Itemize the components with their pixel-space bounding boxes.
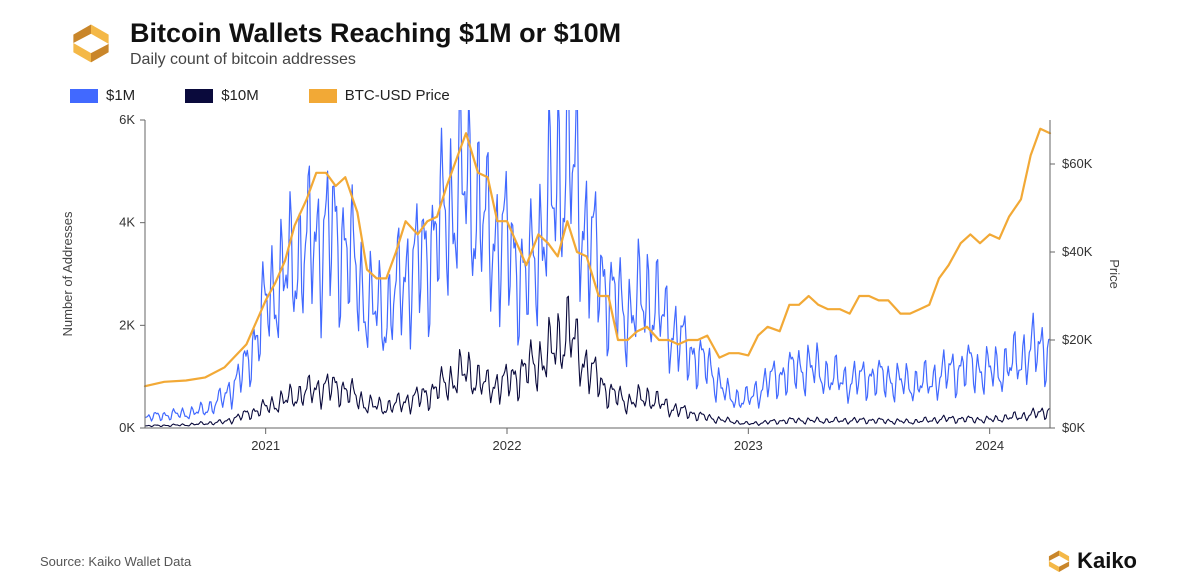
chart-subtitle: Daily count of bitcoin addresses [130, 51, 621, 69]
source-text: Source: Kaiko Wallet Data [40, 554, 191, 569]
chart-svg: 0K 2K 4K 6K $0K $20K $40K $60K 2021 2022 2023 2024 N… [50, 110, 1130, 470]
chart-plot-area: 0K 2K 4K 6K $0K $20K $40K $60K 2021 2022 2023 2024 N… [50, 110, 1130, 470]
svg-text:2024: 2024 [975, 438, 1004, 453]
kaiko-logo-icon [1047, 549, 1071, 573]
footer-brand: Kaiko [1047, 548, 1137, 574]
legend-label: $1M [106, 87, 135, 104]
svg-text:$0K: $0K [1062, 420, 1085, 435]
chart-container: Bitcoin Wallets Reaching $1M or $10M Dai… [0, 0, 1177, 586]
svg-text:2K: 2K [119, 317, 135, 332]
svg-text:$60K: $60K [1062, 156, 1093, 171]
swatch-10m [185, 89, 213, 103]
legend-item-10m: $10M [185, 87, 259, 104]
svg-text:6K: 6K [119, 112, 135, 127]
svg-text:2022: 2022 [493, 438, 522, 453]
title-block: Bitcoin Wallets Reaching $1M or $10M Dai… [130, 18, 621, 69]
kaiko-logo-icon [70, 22, 112, 64]
brand-text: Kaiko [1077, 548, 1137, 574]
chart-title: Bitcoin Wallets Reaching $1M or $10M [130, 18, 621, 49]
svg-text:2021: 2021 [251, 438, 280, 453]
svg-text:$20K: $20K [1062, 332, 1093, 347]
svg-text:2023: 2023 [734, 438, 763, 453]
legend-label: BTC-USD Price [345, 87, 450, 104]
legend-label: $10M [221, 87, 259, 104]
swatch-1m [70, 89, 98, 103]
svg-text:0K: 0K [119, 420, 135, 435]
swatch-price [309, 89, 337, 103]
legend-item-price: BTC-USD Price [309, 87, 450, 104]
svg-text:$40K: $40K [1062, 244, 1093, 259]
svg-text:Price: Price [1107, 259, 1122, 289]
legend: $1M $10M BTC-USD Price [70, 87, 1137, 104]
footer: Source: Kaiko Wallet Data Kaiko [40, 548, 1137, 574]
svg-text:Number of Addresses: Number of Addresses [60, 211, 75, 337]
header: Bitcoin Wallets Reaching $1M or $10M Dai… [70, 18, 1137, 69]
legend-item-1m: $1M [70, 87, 135, 104]
svg-text:4K: 4K [119, 215, 135, 230]
